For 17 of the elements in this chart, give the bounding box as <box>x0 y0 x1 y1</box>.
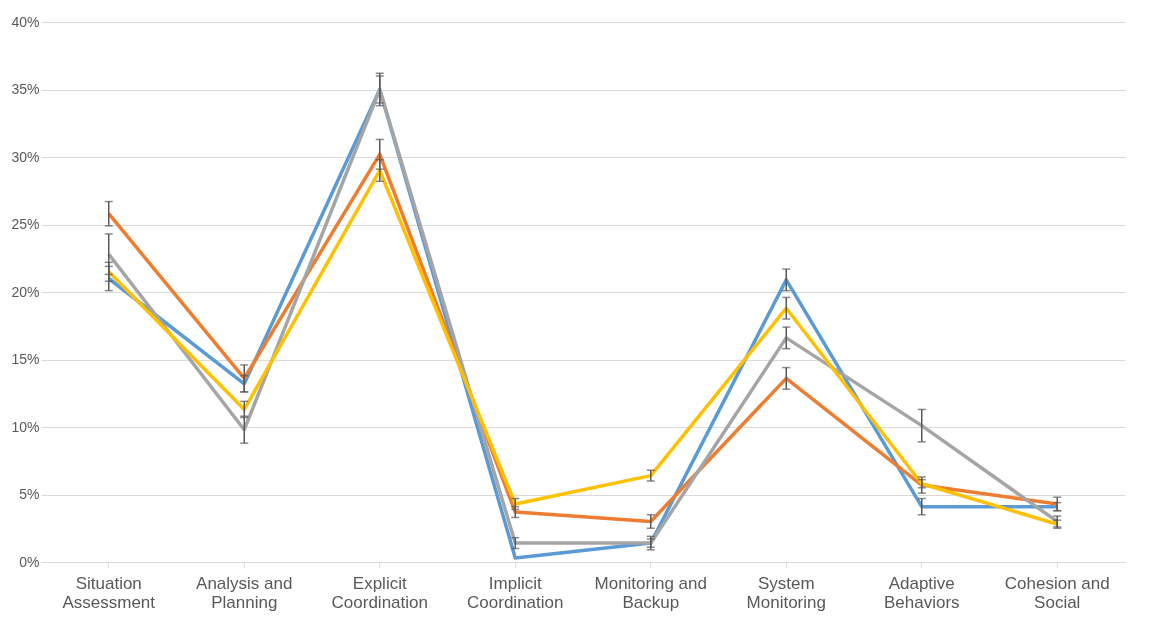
y-tick-label: 30% <box>11 148 40 165</box>
x-tick-label: Explicit Coordination <box>331 573 428 612</box>
y-tick-label: 20% <box>11 283 40 300</box>
y-tick-label: 40% <box>11 13 40 30</box>
y-tick-label: 0% <box>19 553 40 570</box>
y-tick-label: 10% <box>11 418 40 435</box>
x-tick-label: Cohesion and Social <box>1004 573 1110 612</box>
y-tick-label: 25% <box>11 216 40 232</box>
x-tick-label: Situation Assessment <box>62 573 156 612</box>
x-tick-label: Adaptive Behaviors <box>883 573 960 612</box>
y-tick-label: 5% <box>19 486 40 502</box>
x-tick-label: System Monitoring <box>746 573 826 612</box>
y-tick-label: 35% <box>11 81 40 97</box>
x-tick-label: Implicit Coordination <box>467 573 564 612</box>
x-tick-label: Monitoring and Backup <box>594 573 707 612</box>
y-tick-label: 15% <box>11 351 40 367</box>
x-tick-label: Analysis and Planning <box>196 573 293 612</box>
